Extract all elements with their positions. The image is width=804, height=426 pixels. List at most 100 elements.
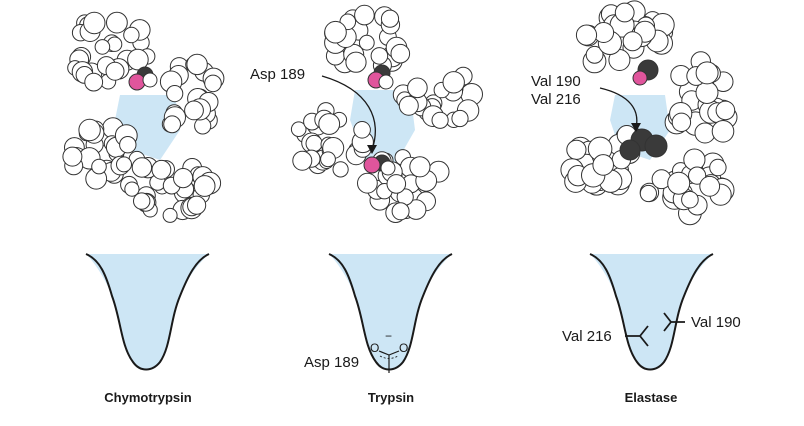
- atom-sphere: [142, 72, 158, 88]
- atom-sphere: [292, 150, 313, 171]
- carboxylate-oxygen-left: O: [370, 341, 379, 355]
- atom-sphere: [585, 45, 604, 64]
- carboxylate-bond-left: [378, 350, 390, 356]
- atom-sphere: [398, 95, 419, 116]
- dark-atom: [644, 134, 668, 158]
- atom-sphere: [84, 72, 104, 92]
- elastase-space-filling-model: [560, 0, 738, 226]
- atom-sphere: [709, 158, 727, 177]
- atom-sphere: [186, 53, 208, 76]
- trypsin-pocket: O O − Asp 189: [304, 253, 453, 373]
- atom-sphere: [592, 154, 615, 176]
- elastase-pocket-fill: [590, 254, 713, 370]
- atom-sphere: [699, 175, 721, 197]
- elastase-pocket-outline: [589, 253, 714, 371]
- atom-sphere: [667, 171, 691, 195]
- atom-sphere: [380, 9, 400, 28]
- val216-sidechain: [625, 325, 649, 347]
- atom-sphere: [305, 134, 323, 153]
- atom-sphere: [695, 61, 719, 85]
- chymotrypsin-pocket: [85, 253, 210, 371]
- pink-atom: [363, 156, 381, 174]
- atom-sphere: [378, 74, 394, 90]
- elastase-pocket-label-val216: Val 216: [562, 328, 612, 345]
- trypsin-name: Trypsin: [368, 390, 414, 405]
- atom-sphere: [357, 172, 378, 194]
- atom-sphere: [133, 192, 151, 210]
- atom-sphere: [358, 34, 375, 51]
- atom-sphere: [681, 190, 699, 209]
- elastase-pocket: Val 216 Val 190: [562, 253, 741, 371]
- atom-sphere: [442, 71, 465, 94]
- atom-sphere: [119, 136, 137, 154]
- trypsin-model-label-asp189: Asp 189: [250, 66, 305, 83]
- atom-sphere: [370, 47, 389, 65]
- atom-sphere: [318, 113, 341, 135]
- atom-sphere: [345, 51, 367, 73]
- atom-sphere: [166, 85, 184, 103]
- carboxylate-bond-right: [388, 350, 400, 356]
- atom-sphere: [127, 48, 149, 71]
- atom-sphere: [162, 207, 178, 223]
- carboxylate-resonance: [379, 355, 399, 359]
- atom-sphere: [105, 61, 125, 81]
- atom-sphere: [390, 43, 411, 64]
- atom-sphere: [671, 112, 692, 133]
- chymotrypsin-pocket-fill: [86, 254, 209, 370]
- elastase-pocket-label-val190: Val 190: [691, 314, 741, 331]
- atom-sphere: [622, 31, 643, 52]
- trypsin-pocket-fill: [329, 254, 452, 370]
- atom-sphere: [163, 115, 182, 134]
- elastase-name: Elastase: [625, 390, 678, 405]
- atom-sphere: [380, 160, 396, 176]
- chymotrypsin-pocket-outline: [85, 253, 210, 371]
- atom-sphere: [78, 118, 101, 142]
- carboxylate-charge: −: [385, 329, 392, 343]
- atom-sphere: [83, 11, 106, 35]
- atom-sphere: [124, 181, 140, 197]
- dark-atom: [619, 139, 641, 161]
- atom-sphere: [639, 184, 658, 203]
- atom-sphere: [614, 2, 635, 23]
- atom-sphere: [332, 161, 349, 178]
- atom-sphere: [407, 77, 428, 99]
- atom-sphere: [409, 156, 431, 178]
- carboxylate-oxygen-right: O: [399, 341, 408, 355]
- atom-sphere: [193, 175, 216, 197]
- trypsin-space-filling-model: [290, 4, 484, 223]
- atom-sphere: [106, 11, 128, 34]
- val190-sidechain: [663, 312, 685, 332]
- atom-sphere: [575, 24, 598, 46]
- atom-sphere: [353, 121, 371, 139]
- atom-sphere: [173, 168, 194, 189]
- atom-sphere: [711, 120, 735, 143]
- elastase-arrowhead: [631, 123, 641, 132]
- atom-sphere: [324, 20, 347, 44]
- atom-sphere: [431, 111, 449, 129]
- atom-sphere: [451, 109, 469, 128]
- atom-sphere: [290, 121, 307, 137]
- trypsin-pocket-label-asp189: Asp 189: [304, 354, 359, 371]
- atom-sphere: [123, 26, 140, 44]
- atom-sphere: [194, 117, 212, 135]
- elastase-model-label-val216: Val 216: [531, 91, 581, 108]
- trypsin-pointer-arrow: [321, 75, 376, 151]
- atom-sphere: [391, 202, 410, 221]
- atom-sphere: [386, 174, 407, 194]
- chymotrypsin-name: Chymotrypsin: [104, 390, 191, 405]
- atom-sphere: [320, 151, 336, 168]
- atom-sphere: [688, 166, 707, 185]
- pink-atom: [632, 70, 648, 86]
- atom-sphere: [354, 4, 375, 26]
- atom-sphere: [91, 158, 107, 175]
- trypsin-arrowhead: [367, 145, 377, 154]
- atom-sphere: [187, 195, 207, 215]
- atom-sphere: [116, 156, 132, 173]
- atom-sphere: [715, 100, 736, 121]
- atom-sphere: [131, 157, 153, 178]
- atom-sphere: [151, 159, 172, 180]
- atom-sphere: [62, 146, 83, 167]
- atom-sphere: [184, 100, 204, 121]
- pink-atom: [128, 73, 146, 91]
